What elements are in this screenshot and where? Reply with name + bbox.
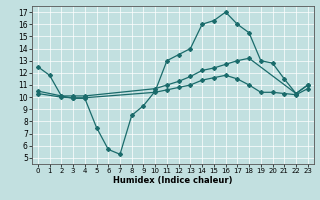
X-axis label: Humidex (Indice chaleur): Humidex (Indice chaleur) (113, 176, 233, 185)
